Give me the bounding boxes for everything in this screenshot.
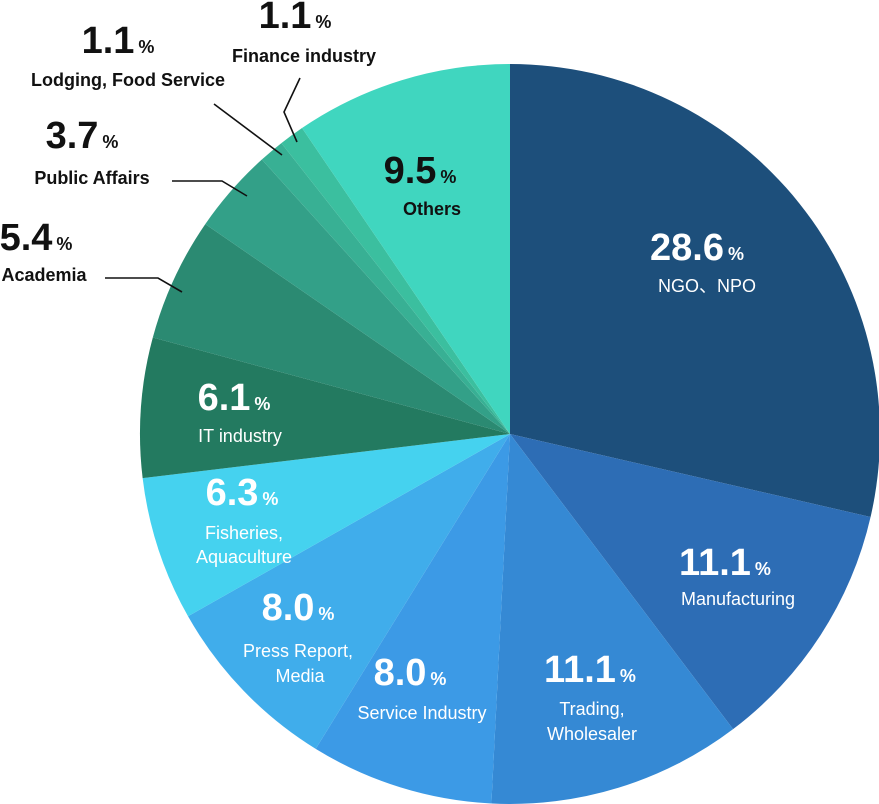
slice-label-others: Others bbox=[403, 199, 461, 219]
slice-label-lodging-food-service: Lodging, Food Service bbox=[31, 70, 225, 90]
leader-line-lodging-food-service bbox=[213, 103, 283, 156]
pie-slice-academia bbox=[152, 224, 510, 434]
slice-value-public-affairs: 3.7% bbox=[46, 115, 119, 157]
pie-slice-trading-wholesaler bbox=[491, 434, 734, 804]
pie-slice-service-industry bbox=[315, 434, 510, 804]
slice-value-others: 9.5% bbox=[384, 150, 457, 192]
slice-value-academia: 5.4% bbox=[0, 217, 72, 259]
leader-line-finance-industry bbox=[283, 77, 301, 143]
pie-slice-finance-industry bbox=[281, 127, 510, 434]
pie-slice-others bbox=[302, 63, 510, 434]
pie-slice-press-report-media bbox=[188, 434, 510, 749]
leader-line-public-affairs bbox=[172, 180, 248, 197]
slice-value-manufacturing: 11.1% bbox=[679, 542, 771, 584]
slice-label-public-affairs: Public Affairs bbox=[34, 168, 149, 188]
slice-label-academia: Academia bbox=[1, 265, 87, 285]
slice-value-service-industry: 8.0% bbox=[374, 652, 447, 694]
pie-slices bbox=[139, 63, 879, 804]
slice-value-it-industry: 6.1% bbox=[198, 377, 271, 419]
slice-label-trading-wholesaler-line2: Wholesaler bbox=[547, 724, 637, 744]
leader-line-academia bbox=[105, 277, 183, 293]
slice-value-ngo-npo: 28.6% bbox=[650, 227, 744, 269]
slice-label-press-report-media-line1: Press Report, bbox=[243, 641, 353, 661]
slice-value-finance-industry: 1.1% bbox=[259, 0, 332, 37]
pie-slice-manufacturing bbox=[510, 434, 871, 730]
slice-label-service-industry: Service Industry bbox=[357, 703, 486, 723]
slice-label-ngo-npo: NGO、NPO bbox=[658, 276, 756, 296]
pie-slice-ngo-npo bbox=[510, 64, 879, 517]
slice-label-finance-industry: Finance industry bbox=[232, 46, 376, 66]
pie-slice-it-industry bbox=[139, 337, 511, 479]
slice-value-fisheries-aquaculture: 6.3% bbox=[206, 472, 279, 514]
leader-lines bbox=[105, 77, 301, 293]
slice-value-press-report-media: 8.0% bbox=[262, 587, 335, 629]
slice-label-manufacturing: Manufacturing bbox=[681, 589, 795, 609]
slice-value-lodging-food-service: 1.1% bbox=[82, 20, 155, 62]
slice-labels: 28.6 % NGO、NPO 11.1 % Manufacturing 11.1 % Tradi… bbox=[0, 0, 795, 744]
pie-slice-public-affairs bbox=[205, 159, 511, 434]
slice-value-trading-wholesaler: 11.1% bbox=[544, 649, 636, 691]
slice-label-trading-wholesaler-line1: Trading, bbox=[559, 699, 624, 719]
slice-label-press-report-media-line2: Media bbox=[275, 666, 325, 686]
slice-label-fisheries-aquaculture-line1: Fisheries, bbox=[205, 523, 283, 543]
pie-slice-fisheries-aquaculture bbox=[142, 434, 510, 617]
slice-label-it-industry: IT industry bbox=[198, 426, 282, 446]
slice-label-fisheries-aquaculture-line2: Aquaculture bbox=[196, 547, 292, 567]
pie-slice-lodging-food-service bbox=[261, 143, 510, 434]
